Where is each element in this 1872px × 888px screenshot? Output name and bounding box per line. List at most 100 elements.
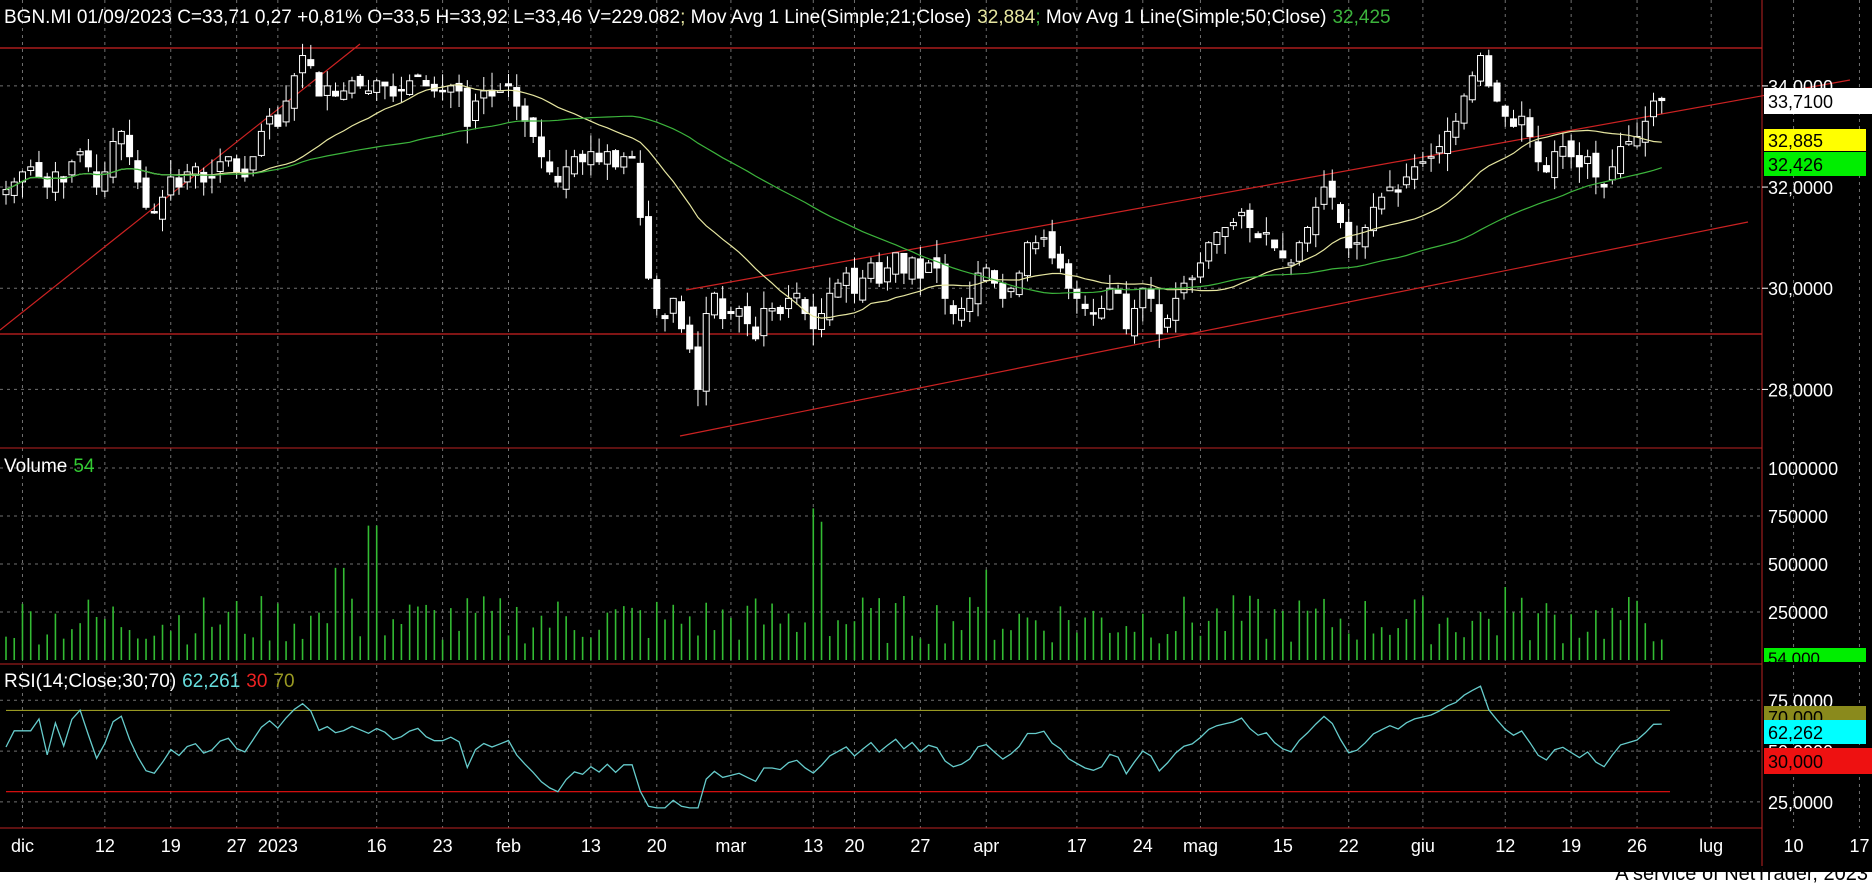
ma50-tag-bg: [1764, 152, 1866, 176]
candle-body: [101, 171, 109, 192]
candle-body: [686, 324, 694, 350]
candle-body: [1023, 242, 1031, 277]
candle-body: [991, 270, 999, 284]
candle-body: [1106, 287, 1114, 310]
last-price-tag: 33,7100: [1768, 92, 1833, 112]
candle-body: [702, 313, 710, 392]
candle-body: [1238, 211, 1246, 217]
x-tick-label: 23: [433, 836, 453, 856]
volume-label: Volume: [4, 456, 67, 477]
candle-body: [480, 90, 488, 99]
candle-body: [546, 161, 554, 173]
candle-body: [620, 156, 628, 168]
candle-body: [579, 153, 587, 163]
candle-body: [587, 151, 595, 166]
rsi-title: RSI(14;Close;30;70) 62,261 30 70: [4, 671, 295, 692]
ma21-tag-bg: [1764, 129, 1866, 151]
candle-body: [958, 307, 966, 321]
trendline: [679, 221, 1749, 437]
candle-body: [175, 177, 183, 188]
candle-body: [826, 292, 834, 321]
candle-body: [768, 307, 776, 312]
candle-body: [949, 305, 957, 315]
candle-body: [883, 267, 891, 283]
rsi-label: RSI(14;Close;30;70): [4, 671, 176, 692]
candle-body: [397, 88, 405, 92]
candle-body: [1295, 242, 1303, 262]
candle-body: [867, 262, 875, 279]
x-tick-label: feb: [496, 836, 521, 856]
volume-tag: 54,000: [1768, 649, 1820, 668]
candle-body: [554, 175, 562, 183]
ma21-tag: 32,885: [1768, 131, 1823, 151]
candle-body: [406, 80, 414, 95]
candle-body: [941, 263, 949, 299]
volume-value: 54: [73, 456, 95, 477]
candle-body: [1411, 166, 1419, 180]
candle-body: [224, 156, 232, 162]
ma50-value: 32,425: [1332, 7, 1390, 28]
candle-body: [1518, 115, 1526, 126]
credit-strip: [0, 872, 1872, 888]
candle-body: [1131, 307, 1139, 337]
x-tick-label: 12: [95, 836, 115, 856]
candle-body: [1336, 204, 1344, 223]
ma21-line: [5, 84, 1662, 319]
candle-body: [117, 130, 125, 145]
candle-body: [1394, 189, 1402, 193]
candle-body: [282, 100, 290, 123]
x-tick-label: 22: [1339, 836, 1359, 856]
candle-body: [1608, 166, 1616, 181]
candle-body: [1172, 297, 1180, 321]
x-tick-label: 15: [1273, 836, 1293, 856]
ma21-label: Mov Avg 1 Line(Simple;21;Close): [685, 7, 971, 28]
x-tick-label: 10: [1784, 836, 1804, 856]
volume-tick-label: 500000: [1768, 555, 1828, 575]
candle-body: [1592, 152, 1600, 178]
x-tick-label: 26: [1627, 836, 1647, 856]
candle-body: [1262, 232, 1270, 235]
x-tick-label: dic: [11, 836, 34, 856]
x-tick-label: 20: [844, 836, 864, 856]
candle-body: [809, 306, 817, 330]
candle-body: [1098, 307, 1106, 319]
volume-tag-bg: [1764, 648, 1866, 662]
candle-body: [1188, 277, 1196, 281]
candle-body: [1452, 120, 1460, 138]
x-tick-label: mar: [715, 836, 746, 856]
candle-body: [892, 252, 900, 275]
x-tick-label: 19: [1561, 836, 1581, 856]
candle-body: [1089, 312, 1097, 315]
candle-body: [1386, 186, 1394, 192]
candle-body: [1369, 206, 1377, 232]
candle-body: [422, 80, 430, 87]
header-separator: ;: [680, 7, 685, 28]
rsi-value-tag: 62,262: [1768, 723, 1823, 743]
candle-body: [1600, 183, 1608, 188]
candle-body: [414, 74, 422, 78]
candle-body: [200, 171, 208, 183]
candle-body: [332, 90, 340, 97]
candle-body: [727, 311, 735, 315]
x-tick-label: 16: [367, 836, 387, 856]
ma50-line: [5, 115, 1662, 295]
candle-body: [1147, 288, 1155, 299]
candle-body: [126, 134, 134, 158]
candle-body: [752, 326, 760, 340]
candle-body: [463, 87, 471, 127]
candle-body: [1279, 250, 1287, 259]
candle-body: [2, 189, 10, 196]
candle-body: [908, 257, 916, 280]
rsi-upper-label: 70: [273, 671, 294, 692]
last-price-tag-bg: [1764, 88, 1872, 114]
x-axis-labels: dic 12 19 27 2023 16 23 feb 13 20 mar 13 20 27 apr 17 24…: [11, 836, 1870, 856]
chart-header: BGN.MI 01/09/2023 C=33,71 0,27 +0,81% O=…: [4, 7, 1391, 28]
rsi-value: 62,261: [182, 671, 240, 692]
candle-body: [290, 75, 298, 109]
candle-body: [159, 196, 167, 220]
candle-body: [1164, 318, 1172, 328]
candle-body: [1526, 117, 1534, 137]
candle-body: [1361, 227, 1369, 248]
candle-body: [1155, 304, 1163, 335]
